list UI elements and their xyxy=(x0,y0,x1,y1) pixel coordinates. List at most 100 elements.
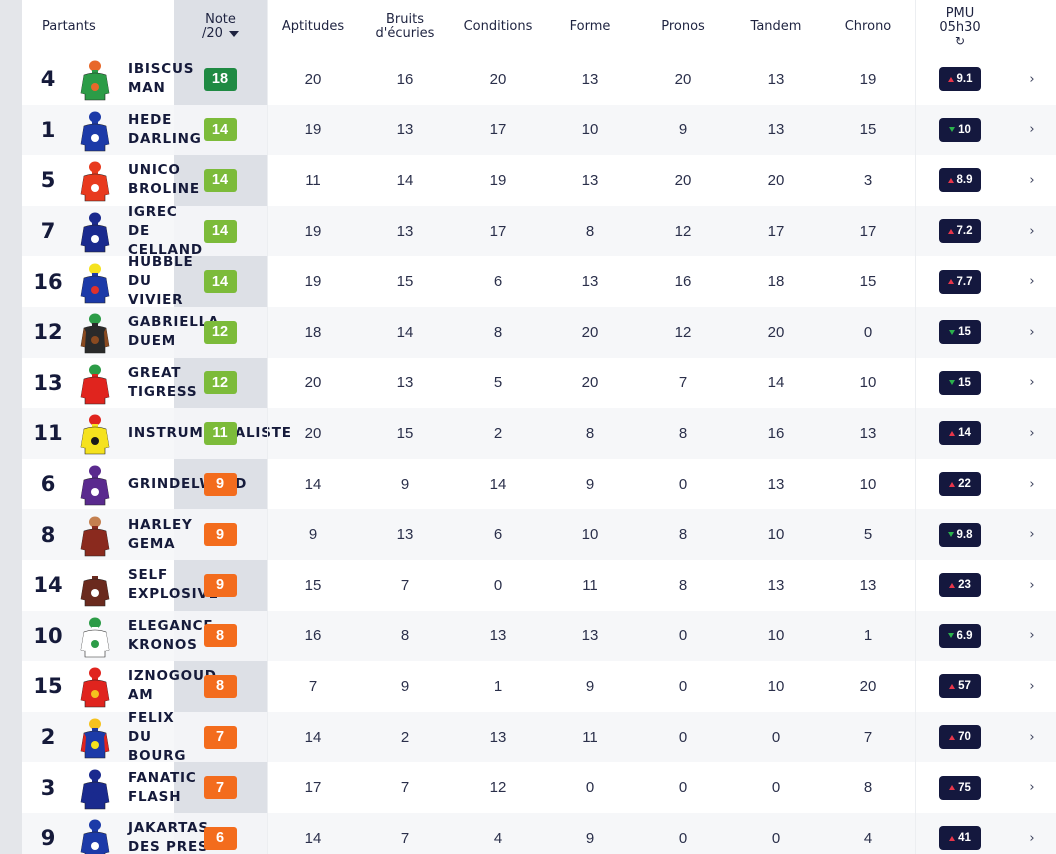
chevron-right-icon[interactable]: › xyxy=(1029,324,1035,340)
odds-badge[interactable]: 75 xyxy=(939,775,981,800)
table-row[interactable]: 14 SELF EXPLOSIVE 9 15 7 0 11 8 13 13 23 › xyxy=(22,560,1056,611)
odds-badge[interactable]: 15 xyxy=(939,320,981,345)
runner-name[interactable]: JAKARTAS DES PRES xyxy=(128,820,209,854)
header-bruits[interactable]: Bruits d'écuries xyxy=(359,0,451,54)
trend-down-icon xyxy=(949,127,956,133)
odds-badge[interactable]: 9.8 xyxy=(939,522,981,547)
table-row[interactable]: 5 UNICO BROLINE 14 11 14 19 13 20 20 3 8.9 › xyxy=(22,155,1056,206)
chevron-right-icon[interactable]: › xyxy=(1029,71,1035,87)
table-row[interactable]: 2 FELIX DU BOURG 7 14 2 13 11 0 0 7 70 › xyxy=(22,709,1056,764)
runner-name[interactable]: IZNOGOUD AM xyxy=(128,668,217,704)
chevron-right-icon[interactable]: › xyxy=(1029,122,1035,138)
chevron-right-icon[interactable]: › xyxy=(1029,172,1035,188)
forme-value: 11 xyxy=(582,576,598,594)
runner-number: 8 xyxy=(40,522,56,547)
table-header: Partants Note /20 Aptitudes Bruits d'écu… xyxy=(22,0,1056,54)
header-forme[interactable]: Forme xyxy=(569,19,611,34)
note-cell: 8 xyxy=(200,661,240,712)
odds-badge[interactable]: 70 xyxy=(939,725,981,750)
table-row[interactable]: 11INSTRUMENTALISTE112015288161314› xyxy=(22,408,1056,459)
table-row[interactable]: 8 HARLEY GEMA 9 9 13 6 10 8 10 5 9.8 › xyxy=(22,509,1056,560)
chevron-right-icon[interactable]: › xyxy=(1029,830,1035,846)
note-badge: 14 xyxy=(203,270,237,294)
runner-silk xyxy=(74,155,116,206)
header-pmu[interactable]: PMU 05h30 ↻ xyxy=(915,0,1005,54)
runner-name[interactable]: HEDE DARLING xyxy=(128,111,202,147)
runner-name[interactable]: IBISCUS MAN xyxy=(128,61,195,97)
chevron-right-icon[interactable]: › xyxy=(1029,274,1035,290)
table-row[interactable]: 1 HEDE DARLING 14 19 13 17 10 9 13 15 10 › xyxy=(22,104,1056,156)
table-row[interactable]: 12 GABRIELLA DUEM 12 18 14 8 20 12 20 0 15 › xyxy=(22,307,1056,358)
odds-badge[interactable]: 14 xyxy=(939,421,981,446)
table-row[interactable]: 13 GREAT TIGRESS 12 20 13 5 20 7 14 10 15 › xyxy=(22,358,1056,409)
chevron-right-icon[interactable]: › xyxy=(1029,780,1035,796)
conditions-value: 6 xyxy=(493,526,503,544)
header-chrono[interactable]: Chrono xyxy=(844,19,892,34)
runner-name[interactable]: HUBBLE DU VIVIER xyxy=(128,254,194,309)
runner-name[interactable]: GREAT TIGRESS xyxy=(128,364,198,400)
table-row[interactable]: 16 HUBBLE DU VIVIER 14 19 15 6 13 16 18 15 7.7 › xyxy=(22,254,1056,309)
odds-cell: 15 xyxy=(915,307,1005,358)
aptitudes-value: 19 xyxy=(304,273,322,291)
refresh-icon[interactable]: ↻ xyxy=(954,34,966,48)
odds-badge[interactable]: 7.2 xyxy=(939,219,981,244)
note-badge: 18 xyxy=(203,67,237,91)
header-tandem[interactable]: Tandem xyxy=(750,19,802,34)
runner-number: 14 xyxy=(33,573,63,598)
chevron-right-icon[interactable]: › xyxy=(1029,425,1035,441)
aptitudes-value: 18 xyxy=(304,323,322,341)
runner-name[interactable]: FELIX DU BOURG xyxy=(128,709,187,764)
runner-name[interactable]: ELEGANCE KRONOS xyxy=(128,617,214,653)
tandem-value: 13 xyxy=(767,475,785,493)
odds-badge[interactable]: 57 xyxy=(939,674,981,699)
pronos-value: 0 xyxy=(678,677,688,695)
forme-value: 9 xyxy=(585,475,595,493)
header-conditions[interactable]: Conditions xyxy=(463,19,533,34)
runner-name[interactable]: GABRIELLA DUEM xyxy=(128,314,220,350)
table-row[interactable]: 10 ELEGANCE KRONOS 8 16 8 13 13 0 10 1 6.9 › xyxy=(22,610,1056,662)
odds-badge[interactable]: 10 xyxy=(939,117,981,142)
note-badge: 8 xyxy=(203,674,237,698)
header-partants[interactable]: Partants xyxy=(42,19,96,34)
odds-badge[interactable]: 9.1 xyxy=(939,67,981,92)
chevron-right-icon[interactable]: › xyxy=(1029,678,1035,694)
chevron-right-icon[interactable]: › xyxy=(1029,577,1035,593)
table-row[interactable]: 9 JAKARTAS DES PRES 6 14 7 4 9 0 0 4 41 › xyxy=(22,813,1056,854)
table-row[interactable]: 7 IGREC DE CELLAND 14 19 13 17 8 12 17 17 7.2 › xyxy=(22,203,1056,258)
trend-up-icon xyxy=(949,481,956,487)
odds-badge[interactable]: 23 xyxy=(939,573,981,598)
chevron-right-icon[interactable]: › xyxy=(1029,375,1035,391)
odds-cell: 14 xyxy=(915,408,1005,459)
odds-badge[interactable]: 15 xyxy=(939,370,981,395)
odds-badge[interactable]: 8.9 xyxy=(939,168,981,193)
runner-name[interactable]: IGREC DE CELLAND xyxy=(128,203,203,258)
runner-name[interactable]: SELF EXPLOSIVE xyxy=(128,567,219,603)
tandem-value: 10 xyxy=(767,627,785,645)
column-divider xyxy=(267,0,268,854)
chevron-right-icon[interactable]: › xyxy=(1029,729,1035,745)
odds-badge[interactable]: 6.9 xyxy=(939,623,981,648)
table-row[interactable]: 4 IBISCUS MAN 18 20 16 20 13 20 13 19 9.1 › xyxy=(22,54,1056,105)
chevron-right-icon[interactable]: › xyxy=(1029,476,1035,492)
odds-value: 75 xyxy=(958,781,971,794)
table-row[interactable]: 15 IZNOGOUD AM 8 7 9 1 9 0 10 20 57 › xyxy=(22,661,1056,712)
odds-value: 14 xyxy=(958,427,971,440)
chrono-value: 13 xyxy=(859,576,877,594)
odds-badge[interactable]: 7.7 xyxy=(939,269,981,294)
header-aptitudes[interactable]: Aptitudes xyxy=(281,19,345,34)
runner-name[interactable]: HARLEY GEMA xyxy=(128,516,193,552)
odds-badge[interactable]: 41 xyxy=(939,826,981,851)
header-note-sort[interactable]: Note /20 xyxy=(174,0,267,54)
forme-value: 9 xyxy=(585,677,595,695)
runner-name[interactable]: UNICO BROLINE xyxy=(128,162,200,198)
forme-value: 13 xyxy=(581,627,599,645)
table-row[interactable]: 3 FANATIC FLASH 7 17 7 12 0 0 0 8 75 › xyxy=(22,762,1056,813)
chevron-right-icon[interactable]: › xyxy=(1029,223,1035,239)
runner-name[interactable]: FANATIC FLASH xyxy=(128,769,197,805)
header-pronos[interactable]: Pronos xyxy=(661,19,705,34)
odds-badge[interactable]: 22 xyxy=(939,472,981,497)
table-row[interactable]: 6 GRINDELWALD 9 14 9 14 9 0 13 10 22 › xyxy=(22,459,1056,510)
chevron-right-icon[interactable]: › xyxy=(1029,628,1035,644)
chevron-right-icon[interactable]: › xyxy=(1029,527,1035,543)
note-badge: 9 xyxy=(203,573,237,597)
